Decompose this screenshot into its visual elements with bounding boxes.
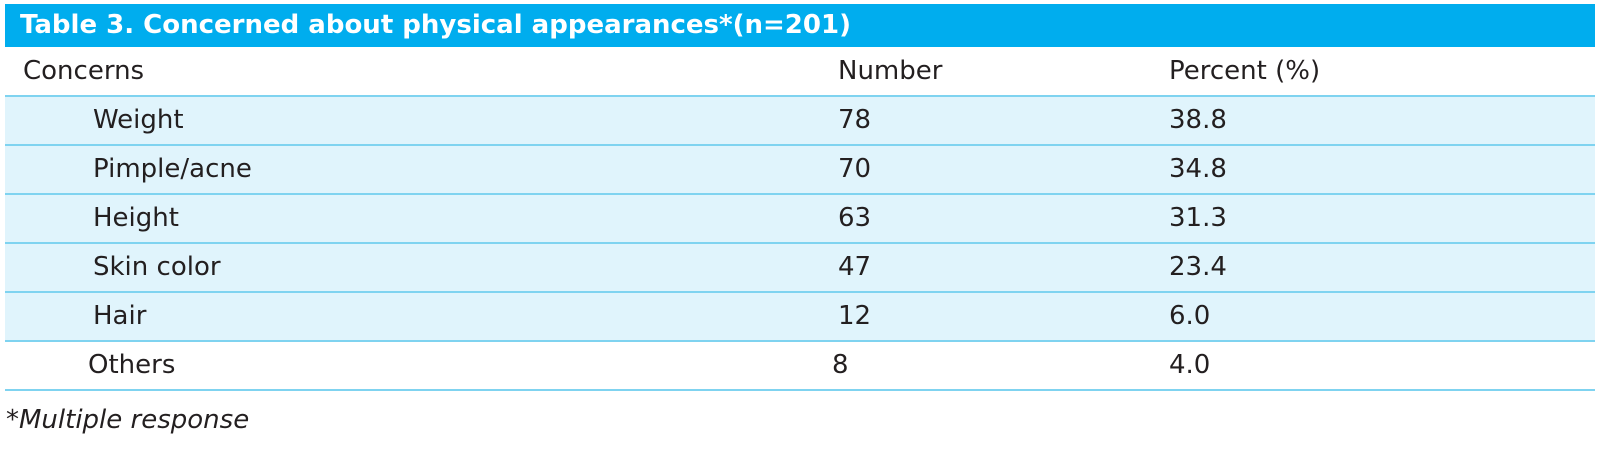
row-percent: 31.3 xyxy=(1169,203,1227,233)
row-number: 63 xyxy=(838,203,872,233)
row-number: 12 xyxy=(838,301,872,331)
table-row: Weight 78 38.8 xyxy=(5,97,1595,146)
header-number: Number xyxy=(838,56,943,86)
row-percent: 23.4 xyxy=(1169,252,1227,282)
row-percent: 34.8 xyxy=(1169,154,1227,184)
row-concern: Others xyxy=(88,350,176,380)
row-number: 47 xyxy=(838,252,872,282)
data-table: Table 3. Concerned about physical appear… xyxy=(5,4,1595,391)
row-percent: 4.0 xyxy=(1169,350,1211,380)
header-concerns: Concerns xyxy=(23,56,145,86)
row-concern: Weight xyxy=(93,105,184,135)
table-title: Table 3. Concerned about physical appear… xyxy=(5,4,1595,47)
row-number: 8 xyxy=(832,350,849,380)
row-concern: Pimple/acne xyxy=(93,154,252,184)
table-footnote: *Multiple response xyxy=(6,405,250,435)
row-concern: Hair xyxy=(93,301,147,331)
row-concern: Height xyxy=(93,203,179,233)
row-number: 78 xyxy=(838,105,872,135)
table-row: Pimple/acne 70 34.8 xyxy=(5,146,1595,195)
row-number: 70 xyxy=(838,154,872,184)
row-percent: 38.8 xyxy=(1169,105,1227,135)
header-percent: Percent (%) xyxy=(1169,56,1321,86)
row-concern: Skin color xyxy=(93,252,221,282)
table-row: Height 63 31.3 xyxy=(5,195,1595,244)
table-header-row: Concerns Number Percent (%) xyxy=(5,47,1595,97)
table-row: Others 8 4.0 xyxy=(5,342,1595,391)
table-row: Hair 12 6.0 xyxy=(5,293,1595,342)
row-percent: 6.0 xyxy=(1169,301,1211,331)
table-row: Skin color 47 23.4 xyxy=(5,244,1595,293)
